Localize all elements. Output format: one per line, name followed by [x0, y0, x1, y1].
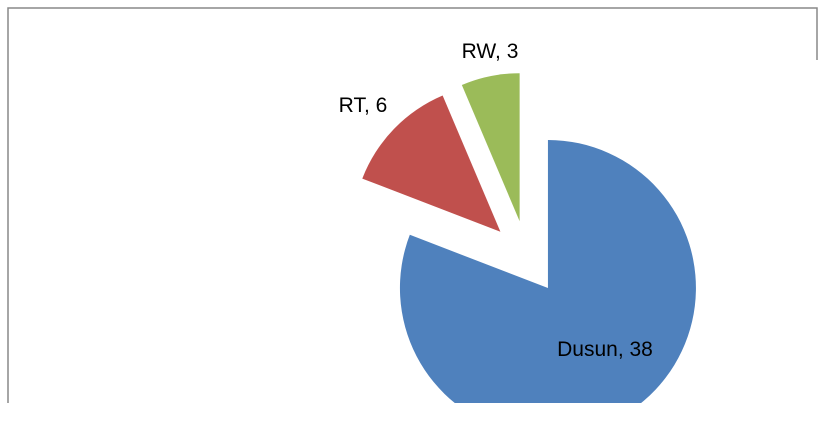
pie [362, 73, 696, 403]
data-label: RW, 3 [461, 40, 519, 63]
data-label: RT, 6 [338, 94, 388, 117]
frame [7, 7, 818, 403]
data-label: Dusun, 38 [557, 338, 653, 361]
pie-slice [362, 95, 501, 232]
pie-slice [461, 73, 520, 222]
pie-slice [400, 140, 696, 403]
